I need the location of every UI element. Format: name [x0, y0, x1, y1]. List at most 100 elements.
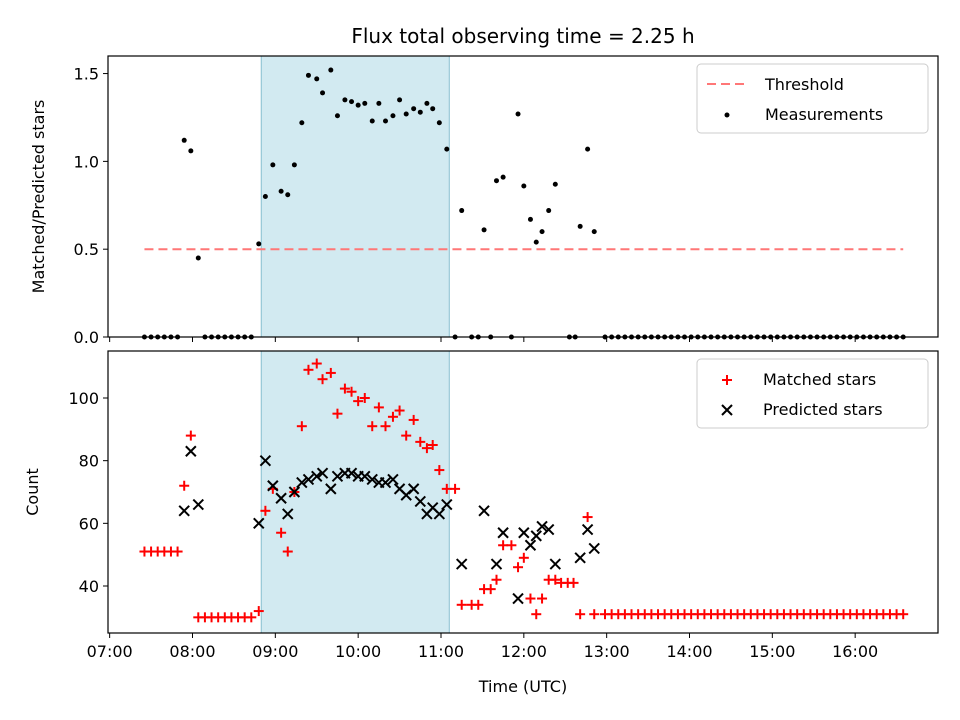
measurement-point [403, 111, 409, 117]
predicted-star-point [407, 483, 420, 495]
matched-star-point [339, 383, 350, 394]
matched-star-point [172, 546, 183, 557]
predicted-star-point [542, 523, 555, 536]
matched-star-point [450, 483, 461, 494]
predicted-star-point [455, 558, 468, 570]
matched-star-point [246, 612, 257, 623]
matched-star-point [296, 421, 307, 432]
matched-star-point [276, 527, 287, 538]
matched-star-point [367, 421, 378, 432]
matched-star-point [427, 440, 438, 450]
predicted-star-point [288, 486, 301, 498]
matched-star-point [491, 574, 502, 585]
matched-star-point [325, 367, 336, 378]
x-tick-label: 16:00 [832, 642, 878, 661]
bottom-y-tick-label: 100 [68, 389, 99, 408]
measurement-point [411, 106, 417, 112]
measurement-point [430, 106, 436, 112]
measurement-point [539, 229, 545, 235]
measurement-point [355, 102, 361, 108]
measurement-point [515, 111, 521, 117]
x-tick-label: 14:00 [666, 642, 712, 661]
matched-star-point [253, 606, 264, 617]
matched-star-point [408, 414, 419, 425]
measurement-point [417, 109, 423, 115]
bottom-y-tick-label: 60 [79, 514, 99, 533]
measurement-point [291, 162, 297, 168]
matched-star-point [537, 593, 548, 604]
top-y-ticks: 0.0 0.5 1.0 1.5 [74, 65, 108, 347]
matched-star-point [415, 436, 426, 447]
matched-star-point [179, 480, 190, 491]
matched-star-point [346, 386, 357, 397]
top-legend-box [696, 63, 929, 134]
predicted-star-point [325, 483, 337, 495]
predicted-star-point [581, 523, 594, 536]
measurement-point [320, 90, 326, 96]
measurement-point [181, 137, 187, 143]
matched-star-point [421, 443, 432, 454]
top-y-tick-label: 0.5 [74, 240, 99, 259]
matched-star-point [311, 358, 322, 369]
matched-star-point [473, 599, 484, 610]
matched-star-point [359, 393, 370, 403]
measurement-point [349, 99, 355, 105]
predicted-star-point [259, 454, 272, 467]
matched-star-point [506, 540, 517, 551]
x-tick-label: 10:00 [335, 642, 381, 661]
x-tick-label: 07:00 [87, 642, 133, 661]
matched-star-point [282, 546, 293, 557]
measurement-point [270, 162, 276, 168]
x-tick-label: 12:00 [501, 642, 547, 661]
predicted-star-point [549, 558, 562, 570]
matched-star-point [518, 552, 529, 563]
matched-star-point [550, 574, 561, 585]
predicted-star-point [282, 508, 294, 520]
measurement-point [195, 255, 201, 261]
measurement-point [397, 97, 403, 103]
bottom-legend-box [696, 358, 929, 429]
predicted-star-point [441, 498, 453, 511]
x-tick-label: 08:00 [169, 642, 215, 661]
top-y-tick-label: 1.0 [74, 152, 99, 171]
predicted-star-point [524, 539, 537, 551]
measurement-point [334, 113, 340, 119]
bottom-y-tick-label: 40 [79, 577, 99, 596]
matched-star-point [568, 577, 579, 588]
legend-matched-swatch [722, 375, 732, 385]
measurement-point [552, 181, 558, 187]
predicted-star-point [302, 473, 315, 486]
measurement-point [459, 208, 465, 214]
measurement-point [382, 118, 388, 124]
measurement-point [256, 241, 262, 247]
legend-x-marker [721, 404, 733, 416]
matched-star-point [575, 609, 586, 620]
measurement-point [305, 72, 311, 78]
matched-star-point [332, 408, 343, 419]
matched-star-point [898, 609, 909, 620]
matched-star-point [260, 505, 271, 516]
measurement-point [585, 146, 591, 152]
measurement-point [527, 216, 533, 222]
matched-star-point [373, 402, 384, 413]
matched-star-point [401, 430, 412, 441]
bottom-y-axis-label: Count [23, 468, 42, 516]
predicted-star-point [414, 495, 426, 508]
measurement-point [342, 97, 348, 103]
predicted-star-point [316, 467, 329, 479]
measurement-point [546, 208, 552, 214]
predicted-star-point [536, 520, 548, 533]
measurement-point [521, 183, 527, 189]
measurement-point [285, 192, 291, 198]
measurement-point [328, 67, 334, 73]
predicted-star-point [185, 445, 197, 457]
measurement-point [369, 118, 375, 124]
predicted-star-point [588, 542, 600, 555]
measurement-point [188, 148, 194, 154]
bottom-legend: Matched stars Predicted stars [696, 358, 929, 429]
predicted-star-point [366, 473, 378, 486]
predicted-star-point [497, 527, 509, 539]
top-y-tick-label: 1.5 [74, 65, 99, 84]
predicted-star-point [433, 508, 446, 520]
predicted-star-point [311, 470, 323, 483]
